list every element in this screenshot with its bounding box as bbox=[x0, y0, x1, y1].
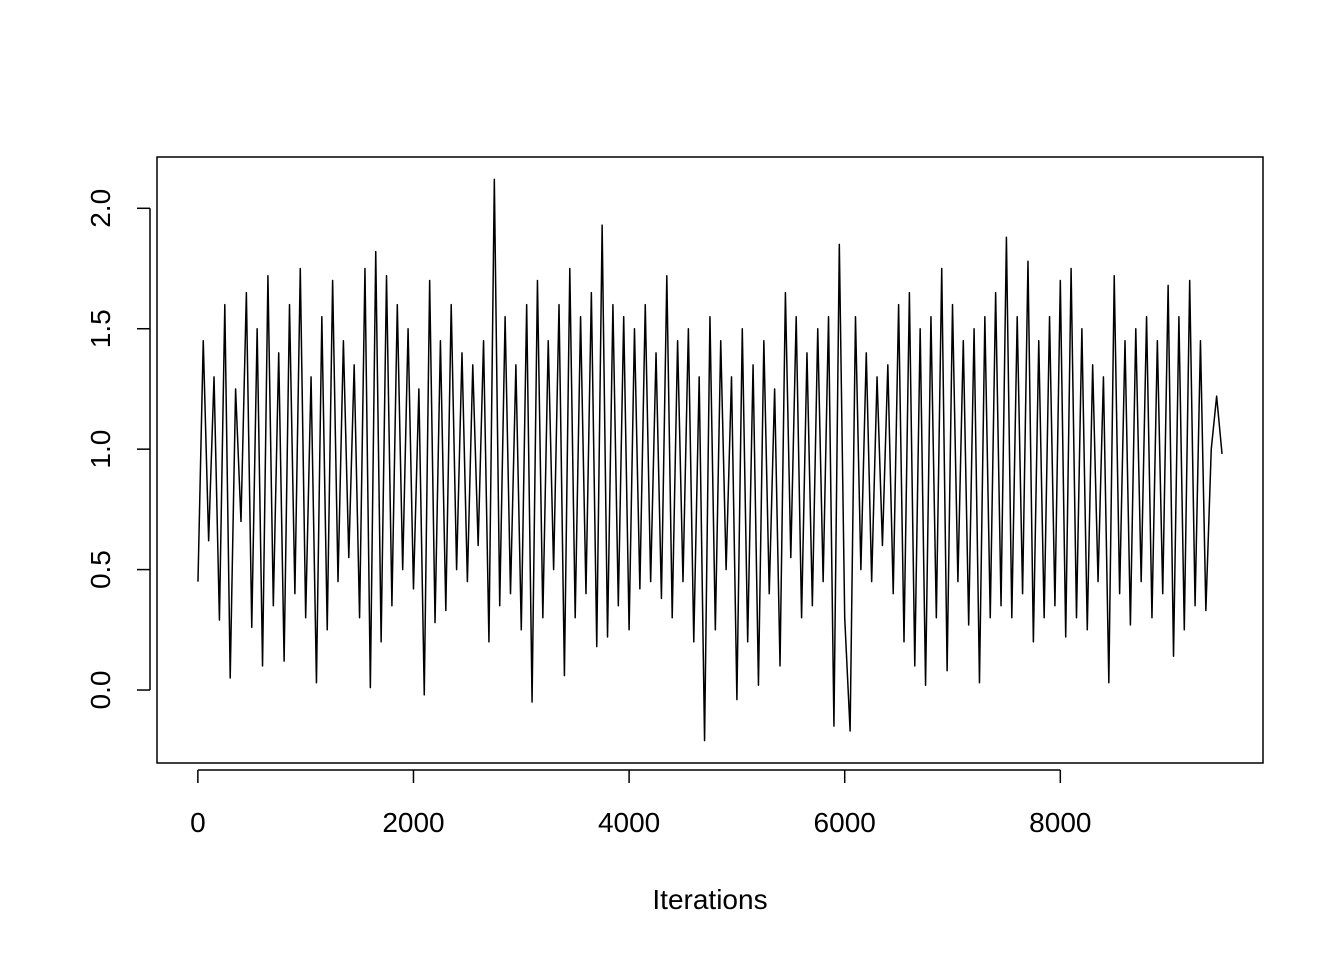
x-axis-label: Iterations bbox=[652, 884, 767, 915]
y-tick-label: 0.0 bbox=[85, 671, 116, 710]
y-tick-label: 1.0 bbox=[85, 430, 116, 469]
x-tick-label: 6000 bbox=[814, 807, 876, 838]
x-tick-label: 2000 bbox=[382, 807, 444, 838]
x-tick-label: 0 bbox=[190, 807, 206, 838]
y-tick-label: 2.0 bbox=[85, 189, 116, 228]
plot-frame bbox=[156, 156, 1264, 764]
x-tick-label: 4000 bbox=[598, 807, 660, 838]
trace-line bbox=[197, 178, 1223, 742]
y-tick-label: 1.5 bbox=[85, 309, 116, 348]
x-tick-label: 8000 bbox=[1029, 807, 1091, 838]
y-tick-label: 0.5 bbox=[85, 550, 116, 589]
